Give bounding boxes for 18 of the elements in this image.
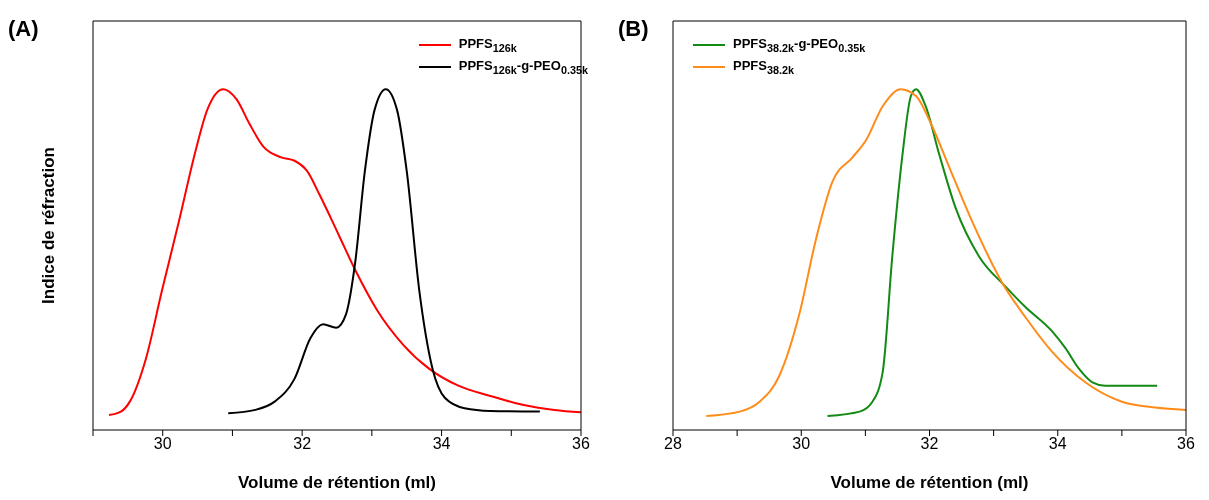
x-tick-label: 30	[792, 435, 811, 453]
x-axis-title: Volume de rétention (ml)	[830, 473, 1029, 492]
x-tick-label: 32	[293, 435, 312, 453]
x-tick-label: 36	[572, 435, 590, 453]
chart-title: (B)	[618, 16, 649, 42]
chart-title: (A)	[8, 16, 39, 42]
x-tick-label: 34	[1048, 435, 1067, 453]
y-axis-title: Indice de réfraction	[39, 147, 59, 304]
legend-label: PPFS$_{126k}$	[458, 36, 517, 54]
x-tick-label: 28	[664, 435, 682, 453]
legend-label: PPFS$_{38.2k}$	[733, 58, 795, 76]
x-tick-label: 34	[432, 435, 451, 453]
x-tick-label: 32	[920, 435, 939, 453]
legend-label: PPFS$_{38.2k}$-g-PEO$_{0.35k}$	[733, 36, 866, 54]
x-tick-label: 36	[1177, 435, 1195, 453]
x-axis-title: Volume de rétention (ml)	[237, 473, 437, 492]
legend-label: PPFS$_{126k}$-g-PEO$_{0.35k}$	[458, 58, 588, 76]
x-tick-label: 30	[153, 435, 172, 453]
